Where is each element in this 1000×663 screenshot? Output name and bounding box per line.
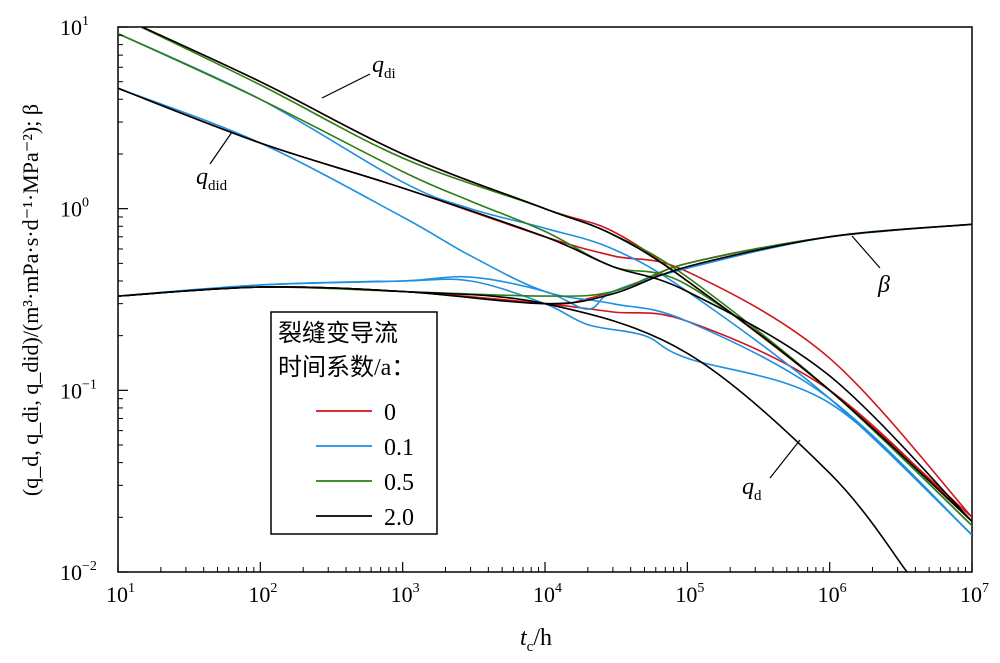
series-line-2_0-beta — [118, 223, 972, 305]
curve-label-qd-leader — [769, 439, 801, 479]
legend-entry-0_5: 0.5 — [316, 470, 414, 496]
y-tick-label: 101 — [60, 14, 89, 40]
series-line-0_1-qdi — [118, 32, 972, 536]
tick-layer: 101 102 103 104 105 106 107 10−2 10−1 100 101 — [60, 14, 989, 607]
legend-title-line2: 时间系数/a： — [278, 354, 415, 381]
curve-label-qd-text: qd — [742, 474, 762, 504]
x-tick-label: 107 — [960, 581, 989, 607]
legend-entries: 0 0.1 0.5 2.0 — [316, 400, 414, 531]
legend-box — [270, 311, 438, 535]
curve-label-qdi: qdi — [321, 52, 396, 99]
x-tick-label: 105 — [675, 581, 704, 607]
x-tick-label: 103 — [391, 581, 420, 607]
curve-label-qdid: qdid — [196, 131, 233, 194]
curve-label-qd: qd — [742, 439, 801, 504]
series-line-0-qd — [118, 286, 972, 522]
curve-label-qdi-leader — [321, 73, 371, 99]
curve-label-qdid-leader — [209, 131, 233, 165]
curve-label-beta: β — [851, 235, 890, 298]
x-tick-label: 101 — [106, 581, 135, 607]
legend-label: 2.0 — [384, 505, 414, 531]
y-tick-label: 100 — [60, 196, 89, 222]
series-line-2_0-qdi — [140, 27, 972, 522]
plot-frame — [117, 26, 973, 573]
curve-label-qdid-text: qdid — [196, 164, 228, 194]
curve-label-beta-text: β — [877, 272, 890, 298]
legend-entry-0_1: 0.1 — [316, 435, 414, 461]
legend-entry-2_0: 2.0 — [316, 505, 414, 531]
series-line-0-qdi — [140, 27, 972, 518]
y-tick-label: 10−2 — [60, 559, 97, 585]
curve-label-beta-leader — [851, 235, 881, 269]
series-line-0_1-qdid — [118, 87, 972, 536]
series-line-0-qdid — [118, 87, 972, 518]
series-line-0_5-qdid — [118, 32, 972, 527]
curve-label-qdi-text: qdi — [372, 52, 396, 82]
legend: 裂缝变导流 时间系数/a： 0 0.1 0.5 2.0 — [270, 311, 438, 535]
y-tick-label: 10−1 — [60, 377, 97, 403]
x-tick-label: 104 — [533, 581, 562, 607]
series-line-0_1-qd — [118, 278, 972, 536]
x-axis-label: tc/h — [520, 625, 552, 655]
series-layer — [118, 27, 972, 572]
series-line-2_0-qdid — [118, 87, 972, 522]
legend-label: 0.5 — [384, 470, 414, 496]
series-line-2_0-qd — [118, 286, 908, 572]
legend-label: 0 — [384, 400, 396, 426]
x-tick-label: 106 — [818, 581, 847, 607]
legend-title-line1: 裂缝变导流 — [278, 320, 398, 347]
y-axis-label: (q_d, q_di, q_did)/(m³·mPa·s·d⁻¹·MPa⁻²);… — [18, 104, 43, 496]
legend-label: 0.1 — [384, 435, 414, 461]
x-tick-label: 102 — [248, 581, 277, 607]
legend-entry-0: 0 — [316, 400, 396, 426]
